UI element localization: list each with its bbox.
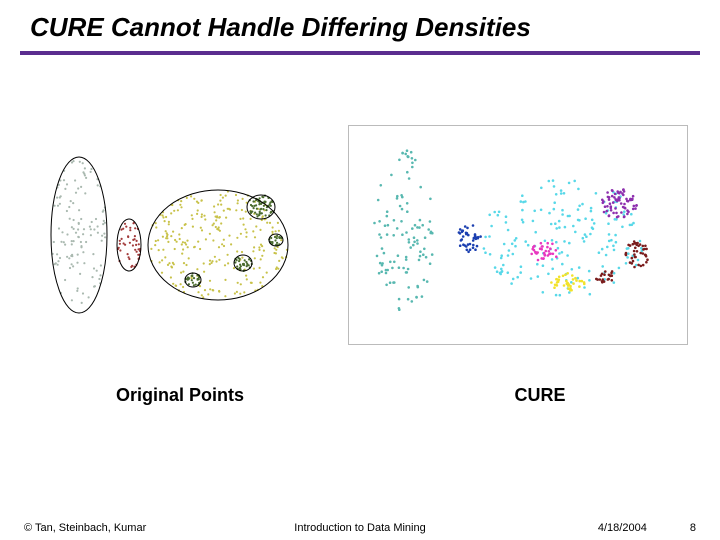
footer-page-number: 8 [690,522,696,534]
figure-row [0,125,720,345]
footer-center: Introduction to Data Mining [294,522,425,534]
original-points-figure [33,135,323,335]
cure-result-figure [348,125,688,345]
title-underline [20,51,700,55]
left-figure-label: Original Points [18,385,342,406]
footer-copyright: © Tan, Steinbach, Kumar [24,522,146,534]
right-figure-label: CURE [378,385,702,406]
slide-footer: © Tan, Steinbach, Kumar Introduction to … [0,522,720,534]
slide-title: CURE Cannot Handle Differing Densities [0,0,720,51]
footer-date: 4/18/2004 [598,522,647,534]
figure-labels: Original Points CURE [0,385,720,406]
